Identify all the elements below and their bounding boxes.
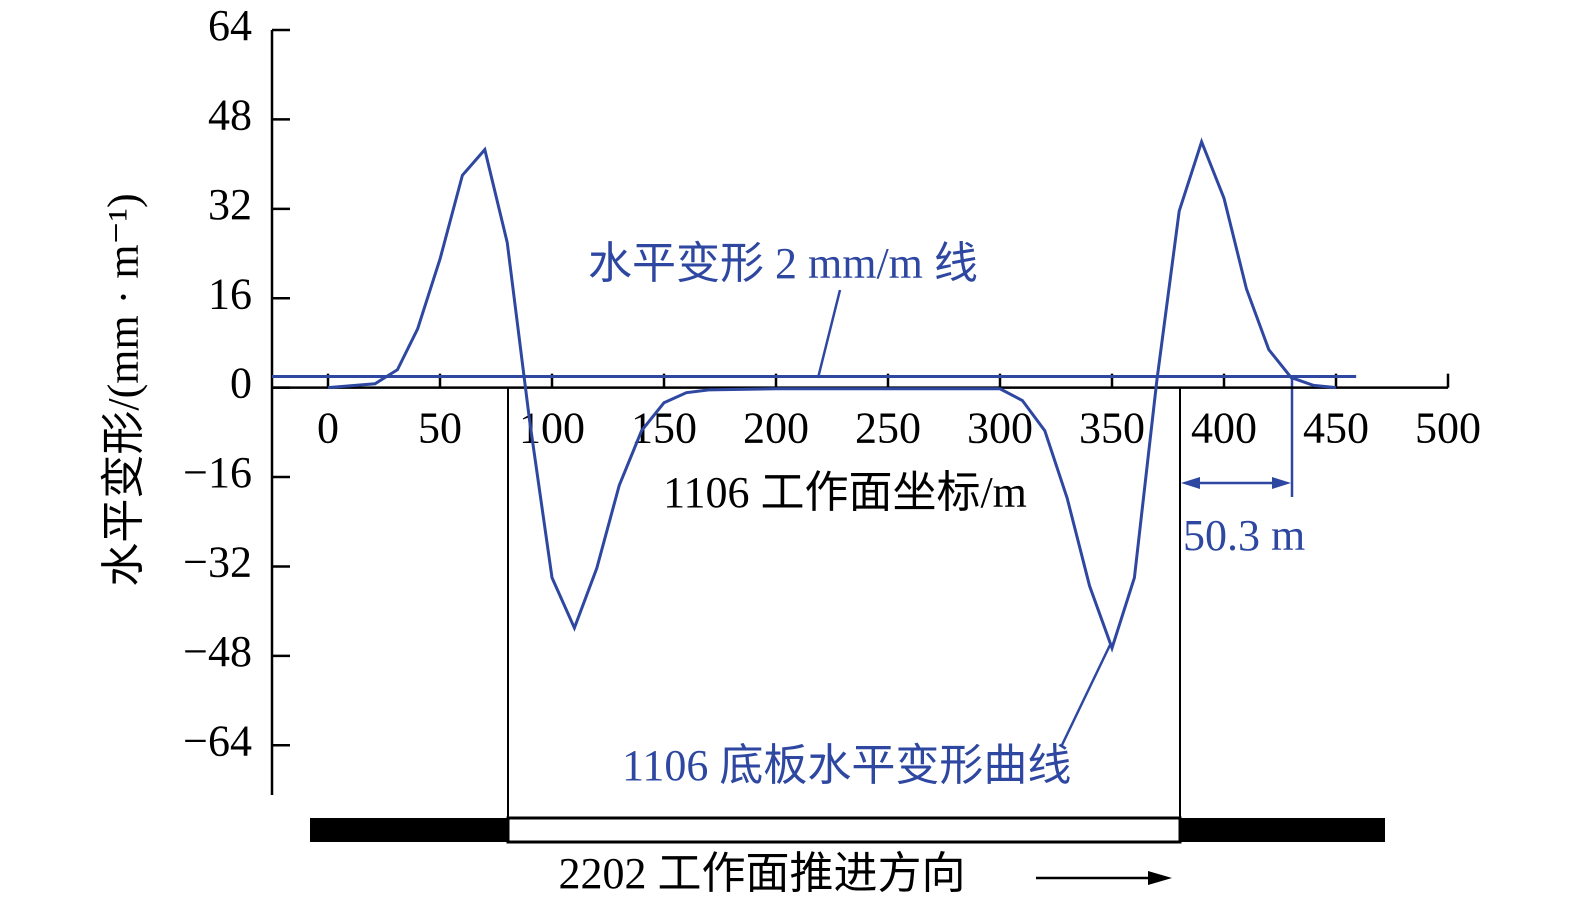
y-tick-label: −32 [183, 538, 252, 587]
goaf [506, 816, 1182, 844]
y-axis-label: 水平变形/(mm · m⁻¹) [99, 193, 148, 586]
y-tick-label: −64 [183, 716, 252, 765]
y-tick-label: −16 [183, 448, 252, 497]
y-tick-label: 32 [208, 180, 252, 229]
x-tick-label: 0 [317, 404, 339, 453]
arrowhead [1148, 871, 1172, 885]
x-axis-label: 1106 工作面坐标/m [663, 468, 1027, 517]
y-tick-label: −48 [183, 627, 252, 676]
decorations [310, 289, 1385, 885]
pillar [310, 818, 508, 842]
leader-line [1060, 644, 1112, 746]
y-tick-label: 16 [208, 269, 252, 318]
y-tick-label: 0 [230, 359, 252, 408]
x-tick-label: 350 [1079, 404, 1145, 453]
annotation: 50.3 m [1183, 511, 1305, 560]
y-tick-label: 48 [208, 91, 252, 140]
y-tick-label: 64 [208, 1, 252, 50]
annotation: 1106 底板水平变形曲线 [622, 741, 1071, 790]
x-tick-label: 150 [631, 404, 697, 453]
arrowhead [1181, 477, 1200, 489]
annotation: 水平变形 2 mm/m 线 [588, 239, 978, 288]
x-tick-label: 400 [1191, 404, 1257, 453]
arrowhead [1272, 477, 1291, 489]
x-tick-label: 50 [418, 404, 462, 453]
leader-line [816, 289, 842, 379]
data-line [327, 137, 1337, 653]
x-tick-label: 250 [855, 404, 921, 453]
bottom-label: 2202 工作面推进方向 [559, 849, 966, 898]
x-tick-label: 300 [967, 404, 1033, 453]
x-tick-label: 200 [743, 404, 809, 453]
pillar [1180, 818, 1385, 842]
x-tick-label: 450 [1303, 404, 1369, 453]
x-tick-label: 500 [1415, 404, 1481, 453]
